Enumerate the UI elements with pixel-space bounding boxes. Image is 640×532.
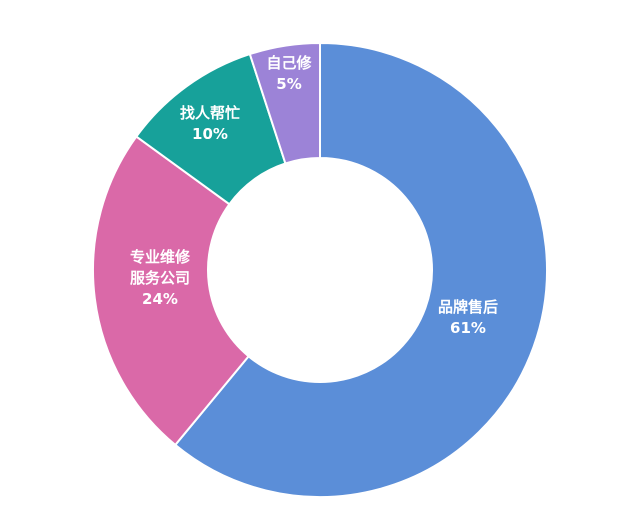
slice-label: 专业维修 [130, 248, 191, 266]
slice-label: 品牌售后 [438, 298, 498, 316]
slice-label: 找人帮忙 [180, 104, 240, 122]
slice-label: 自己修 [266, 54, 312, 72]
slice-value-label: 61% [450, 319, 486, 337]
slice-value-label: 10% [192, 125, 228, 143]
donut-slice [92, 135, 251, 447]
donut-slice [248, 41, 321, 165]
slice-value-label: 24% [142, 290, 178, 308]
donut-slice [173, 41, 548, 498]
slice-label: 服务公司 [130, 269, 190, 287]
slice-value-label: 5% [276, 75, 301, 93]
